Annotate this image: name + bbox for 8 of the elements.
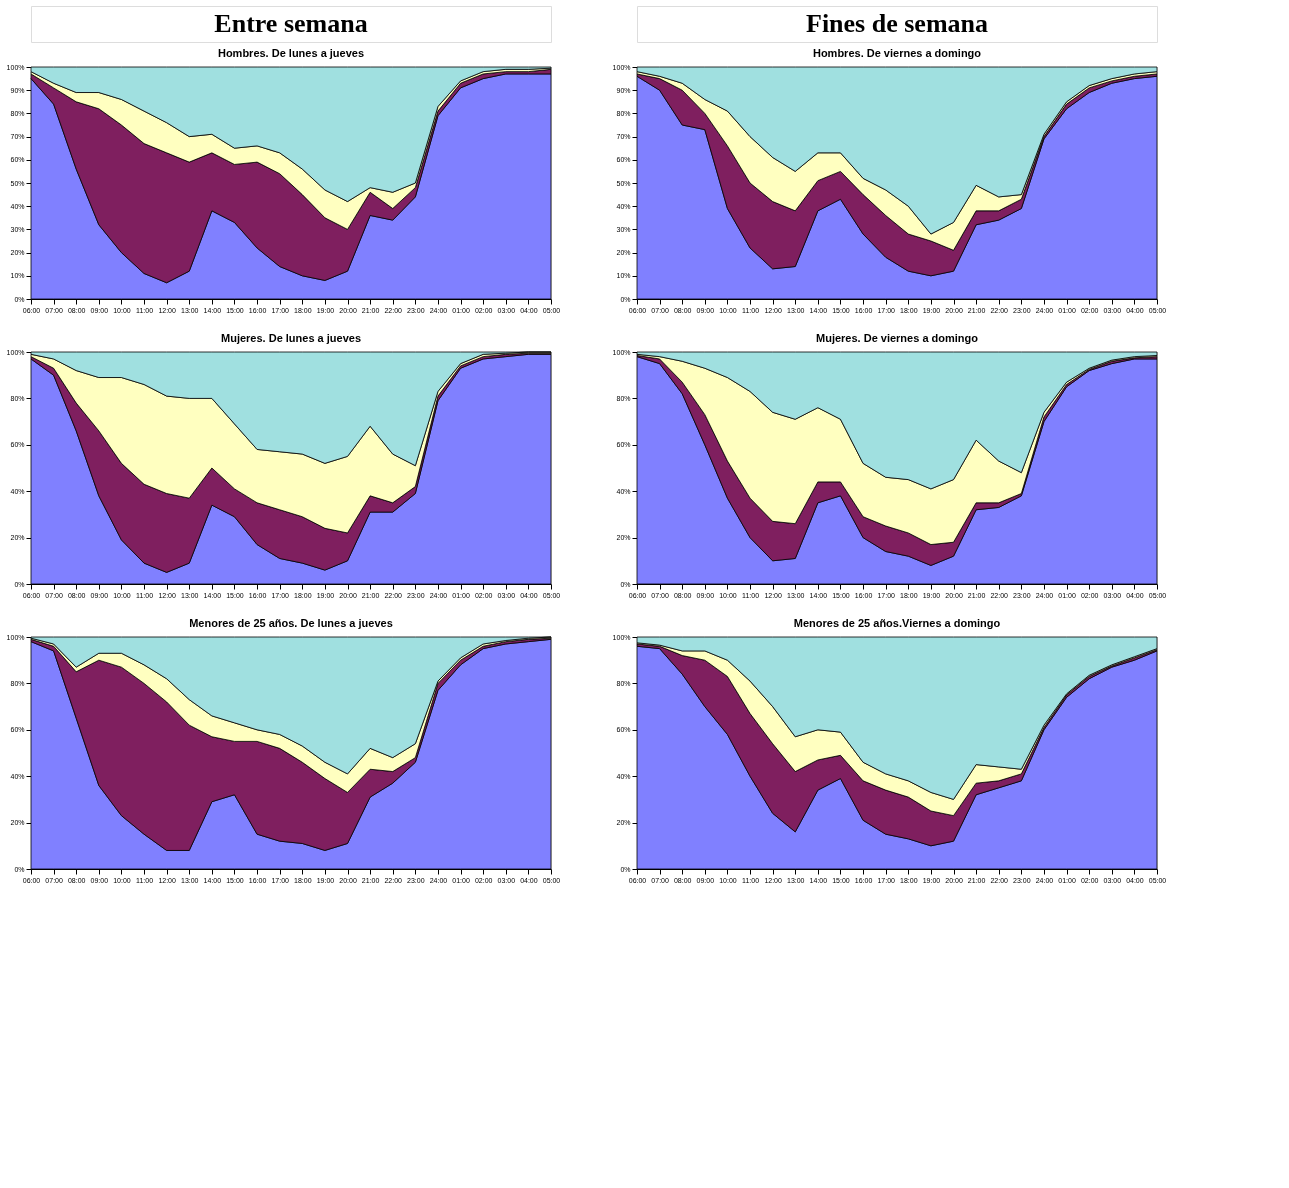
chart-title: Hombres. De viernes a domingo xyxy=(812,47,982,59)
text: Fines de semana xyxy=(806,9,988,38)
chart-title: Hombres. De lunes a jueves xyxy=(217,47,365,59)
chart-title: Menores de 25 años. De lunes a jueves xyxy=(189,617,393,629)
chart-title: Mujeres. De viernes a domingo xyxy=(816,332,979,344)
chart-title: Mujeres. De lunes a jueves xyxy=(220,332,362,344)
text: Entre semana xyxy=(214,9,368,38)
chart-title: Menores de 25 años.Viernes a domingo xyxy=(793,617,1001,629)
